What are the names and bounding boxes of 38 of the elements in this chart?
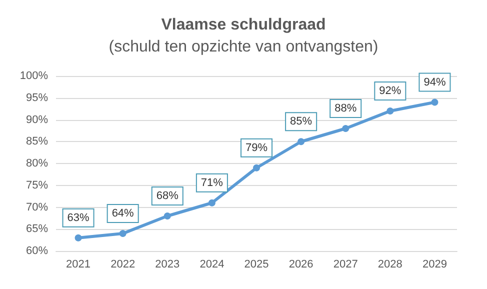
point: [386, 108, 394, 114]
point: [164, 212, 171, 220]
point: [342, 125, 350, 132]
data-label: 71%: [200, 176, 224, 189]
y-tick-label: 100%: [20, 70, 48, 82]
point: [298, 138, 305, 146]
x-tick-label: 2023: [155, 258, 180, 270]
data-label: 94%: [424, 76, 446, 88]
x-tick-label: 2029: [422, 258, 447, 270]
y-tick-label: 70%: [26, 201, 48, 214]
data-label: 85%: [290, 116, 312, 128]
point: [119, 230, 126, 237]
y-tick-label: 60%: [26, 245, 48, 257]
data-label: 64%: [112, 208, 134, 220]
point: [74, 234, 82, 242]
y-tick-label: 75%: [26, 179, 48, 192]
data-label: 63%: [67, 212, 90, 224]
point: [431, 98, 438, 106]
x-tick-label: 2025: [244, 258, 269, 270]
data-label: 68%: [156, 190, 179, 202]
y-tick-label: 65%: [26, 223, 48, 236]
x-tick-label: 2022: [110, 258, 136, 270]
y-tick-label: 95%: [26, 92, 48, 104]
chart-title: Vlaamse schuldgraad: [161, 16, 326, 34]
x-tick-label: 2027: [333, 258, 358, 270]
x-tick-label: 2026: [288, 258, 314, 270]
point: [253, 164, 260, 172]
data-label: 79%: [245, 142, 268, 154]
data-label: 88%: [334, 102, 357, 114]
point: [208, 199, 216, 206]
x-tick-label: 2028: [378, 258, 402, 270]
y-tick-label: 80%: [26, 158, 48, 170]
data-label: 92%: [379, 85, 402, 97]
y-tick-label: 90%: [26, 114, 48, 126]
x-tick-label: 2021: [66, 258, 91, 270]
x-tick-label: 2024: [200, 258, 224, 270]
y-tick-label: 85%: [26, 136, 48, 148]
chart-subtitle: (schuld ten opzichte van ontvangsten): [108, 38, 378, 56]
